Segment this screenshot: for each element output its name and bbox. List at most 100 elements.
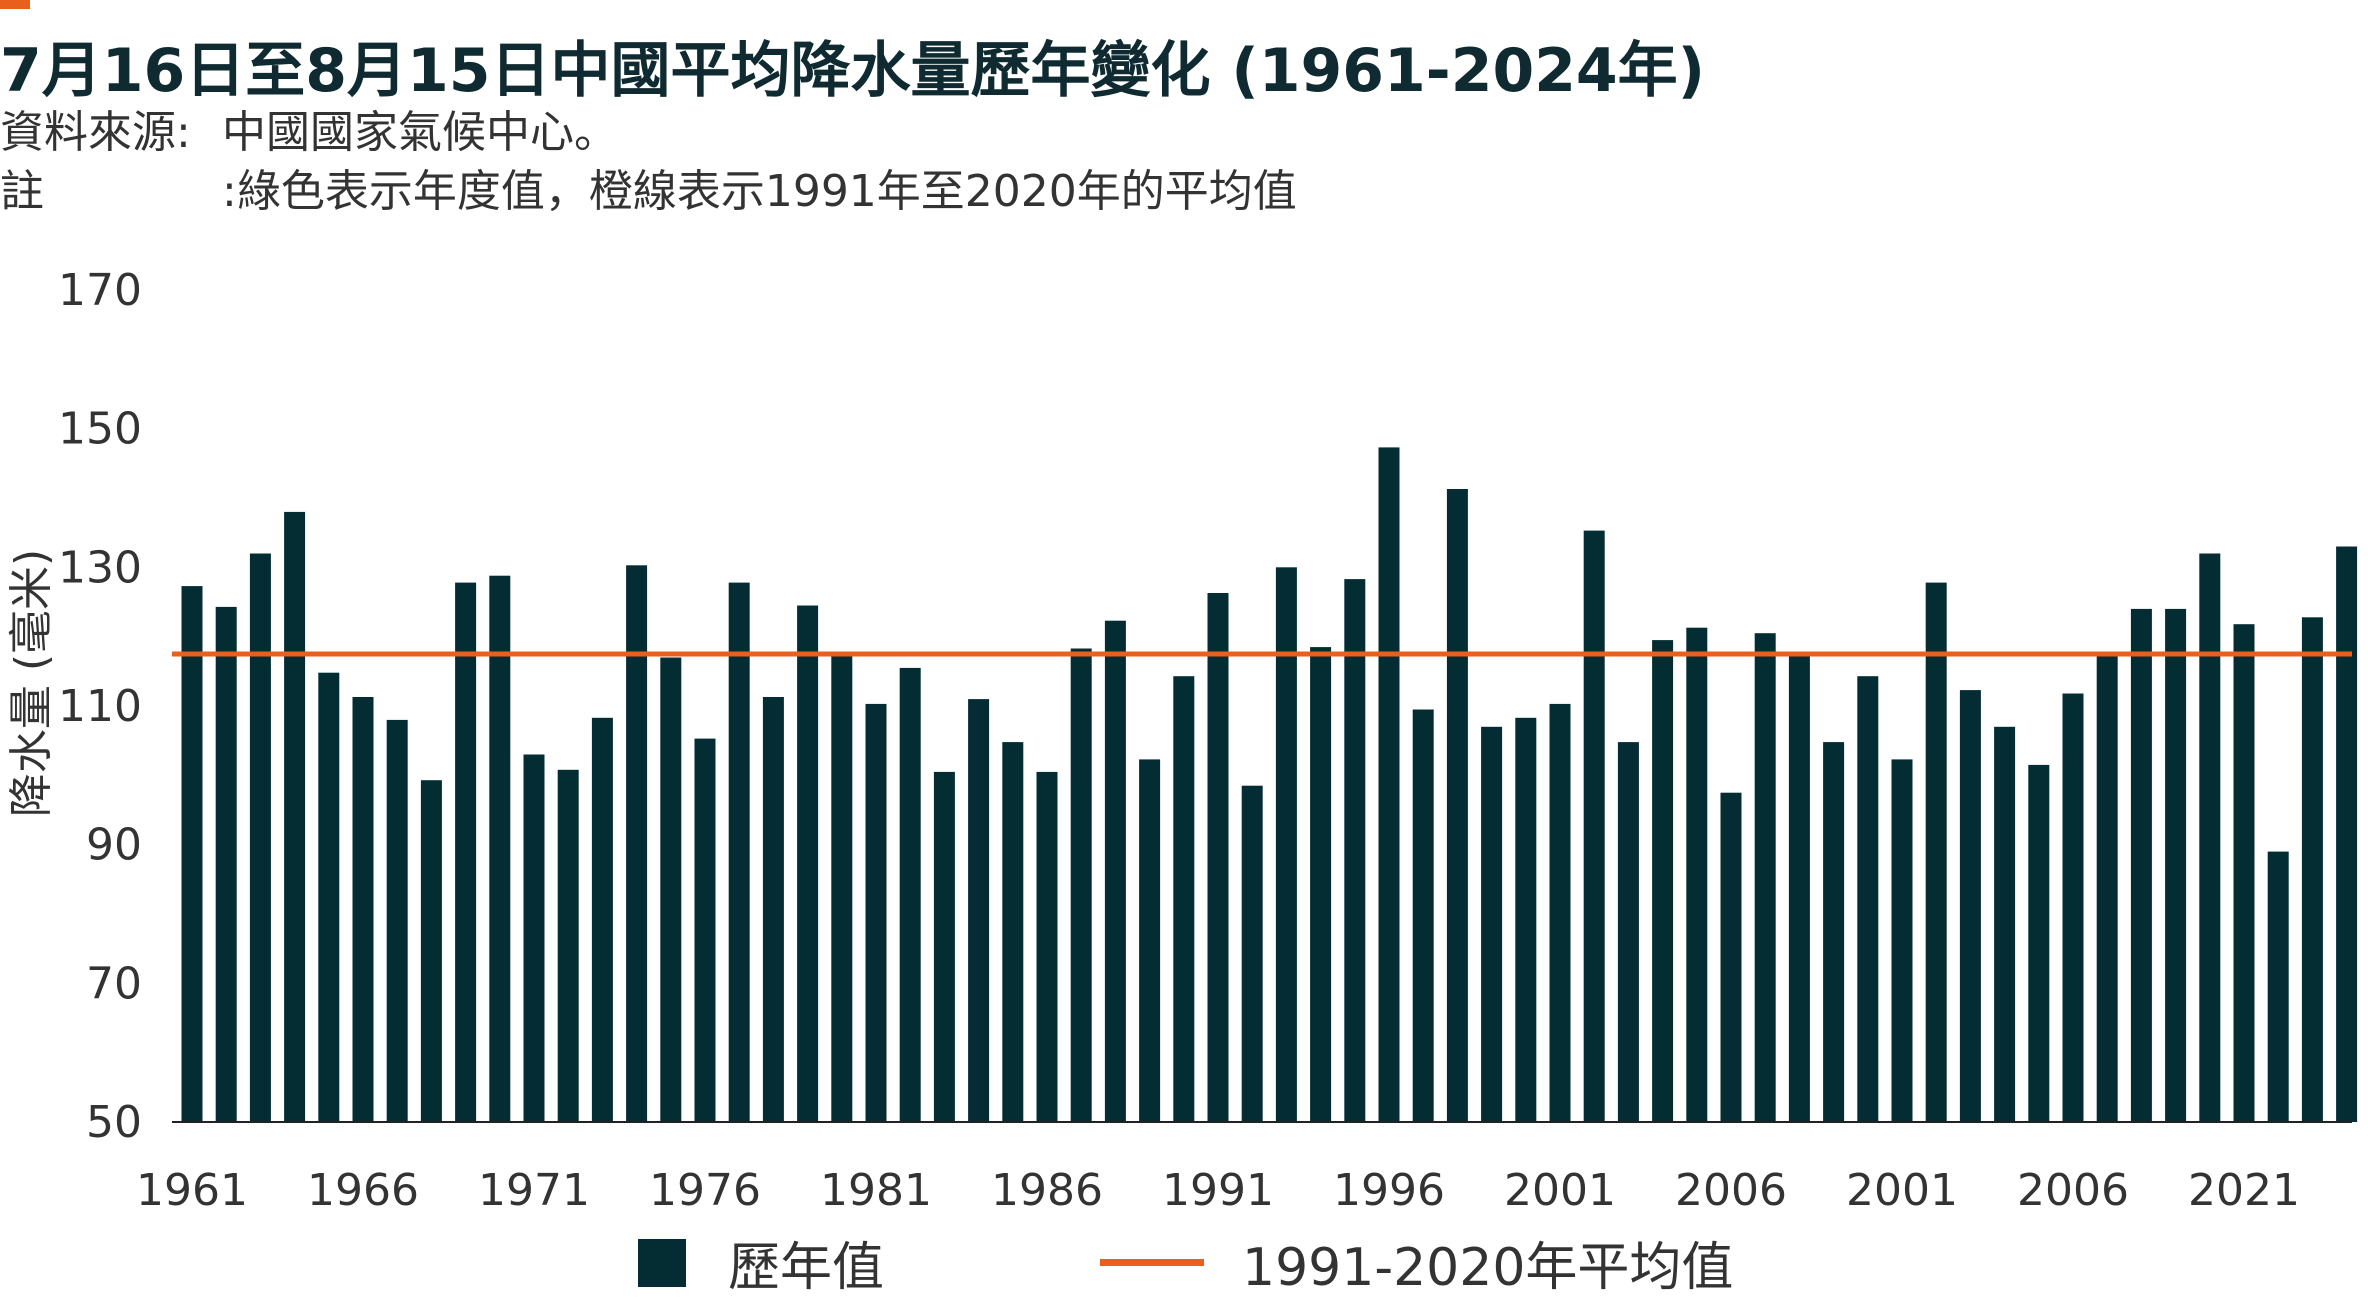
bar-1973 (591, 717, 613, 1122)
source-text: 中國國家氣候中心。 (222, 107, 618, 158)
bar-1984 (968, 699, 990, 1122)
bar-2011 (1891, 759, 1913, 1122)
bar-2014 (1994, 726, 2016, 1122)
y-ticks-group: 50 70 90 110 130 150 170 (58, 265, 142, 1148)
bar-1979 (797, 605, 819, 1122)
bar-1982 (899, 667, 921, 1122)
bar-1993 (1275, 567, 1297, 1122)
bar-1976 (694, 738, 716, 1122)
note-sep: : (222, 166, 237, 217)
x-tick-label: 1986 (991, 1165, 1103, 1215)
y-tick-label: 110 (58, 681, 142, 732)
bar-2001 (1549, 703, 1571, 1122)
source-label: 資料來源: (0, 107, 191, 158)
note-line: 註:綠色表示年度值，橙線表示1991年至2020年的平均值 (0, 155, 1297, 219)
y-tick-label: 90 (86, 820, 142, 871)
bar-1967 (386, 719, 408, 1122)
bar-1983 (933, 771, 955, 1122)
bar-1964 (284, 511, 306, 1122)
x-tick-label: 1971 (478, 1165, 590, 1215)
bar-1972 (557, 769, 579, 1122)
bar-1986 (1036, 771, 1058, 1122)
y-tick-label: 150 (58, 404, 142, 455)
bar-1968 (420, 780, 442, 1122)
legend-label-annual: 歷年值 (728, 1238, 885, 1298)
bar-2000 (1515, 717, 1537, 1122)
x-tick-label: 1976 (649, 1165, 761, 1215)
bar-1971 (523, 754, 545, 1122)
bar-2010 (1857, 676, 1879, 1122)
x-tick-label: 2006 (2017, 1165, 2129, 1215)
bar-1963 (249, 553, 271, 1122)
bar-2006 (1720, 792, 1742, 1122)
x-tick-label: 1966 (307, 1165, 419, 1215)
bar-2016 (2062, 693, 2084, 1122)
bar-1995 (1344, 579, 1366, 1122)
bar-2018 (2130, 608, 2152, 1122)
bar-1988 (1104, 620, 1126, 1122)
y-tick-label: 70 (86, 958, 142, 1009)
bar-2019 (2165, 608, 2187, 1122)
bar-1965 (318, 672, 340, 1122)
bar-2003 (1617, 742, 1639, 1122)
bar-2023 (2301, 617, 2323, 1122)
x-ticks-group: 1961 1966 1971 1976 1981 1986 1991 1996 2001 2006… (136, 1165, 2300, 1215)
bar-2021 (2233, 624, 2255, 1122)
bars-group (181, 447, 2358, 1122)
bar-2004 (1652, 640, 1674, 1122)
legend-item-average: 1991-2020年平均值 (1100, 1225, 1733, 1300)
bar-2022 (2267, 851, 2289, 1122)
bar-1978 (762, 697, 784, 1122)
bar-1991 (1207, 593, 1229, 1122)
bar-1961 (181, 586, 203, 1122)
x-tick-label: 1981 (820, 1165, 932, 1215)
bar-1987 (1070, 648, 1092, 1122)
bar-1962 (215, 606, 237, 1122)
bar-2015 (2028, 764, 2050, 1122)
y-tick-label: 50 (86, 1097, 142, 1148)
bar-1989 (1139, 759, 1161, 1122)
y-tick-label: 130 (58, 542, 142, 593)
bar-2024 (2336, 546, 2358, 1122)
bar-2017 (2096, 651, 2118, 1122)
bar-1997 (1412, 709, 1434, 1122)
y-axis-label: 降水量 (毫米) (6, 549, 57, 817)
source-line: 資料來源: 中國國家氣候中心。 (0, 96, 618, 160)
x-tick-label: 1961 (136, 1165, 248, 1215)
bar-1985 (1002, 742, 1024, 1122)
bar-1970 (489, 575, 511, 1122)
accent-mark (0, 0, 30, 9)
bar-1996 (1378, 447, 1400, 1122)
bar-2005 (1686, 627, 1708, 1122)
bar-1966 (352, 697, 374, 1122)
bar-2012 (1925, 582, 1947, 1122)
legend-swatch-average (1100, 1259, 1204, 1266)
bar-1994 (1310, 647, 1332, 1122)
bar-1998 (1446, 489, 1468, 1122)
note-label: 註 (0, 166, 44, 217)
bar-2007 (1754, 633, 1776, 1122)
bar-1981 (865, 703, 887, 1122)
legend-item-annual: 歷年值 (638, 1225, 884, 1300)
x-tick-label: 1996 (1333, 1165, 1445, 1215)
bar-2002 (1583, 530, 1605, 1122)
bar-1974 (626, 565, 648, 1122)
bar-2013 (1959, 690, 1981, 1122)
y-tick-label: 170 (58, 265, 142, 316)
x-tick-label: 2001 (1504, 1165, 1616, 1215)
bar-1975 (660, 657, 682, 1122)
bar-1977 (728, 582, 750, 1122)
x-tick-label: 2006 (1675, 1165, 1787, 1215)
bar-1990 (1173, 676, 1195, 1122)
x-tick-label: 1991 (1162, 1165, 1274, 1215)
bar-1980 (831, 654, 853, 1122)
bar-2020 (2199, 553, 2221, 1122)
x-tick-label: 2001 (1846, 1165, 1958, 1215)
bar-2009 (1823, 742, 1845, 1122)
bar-2008 (1788, 654, 1810, 1122)
bar-1969 (455, 582, 477, 1122)
bar-1992 (1241, 785, 1263, 1122)
legend-label-average: 1991-2020年平均值 (1242, 1238, 1734, 1298)
chart-title: 7月16日至8月15日中國平均降水量歷年變化 (1961-2024年) (0, 36, 1706, 106)
